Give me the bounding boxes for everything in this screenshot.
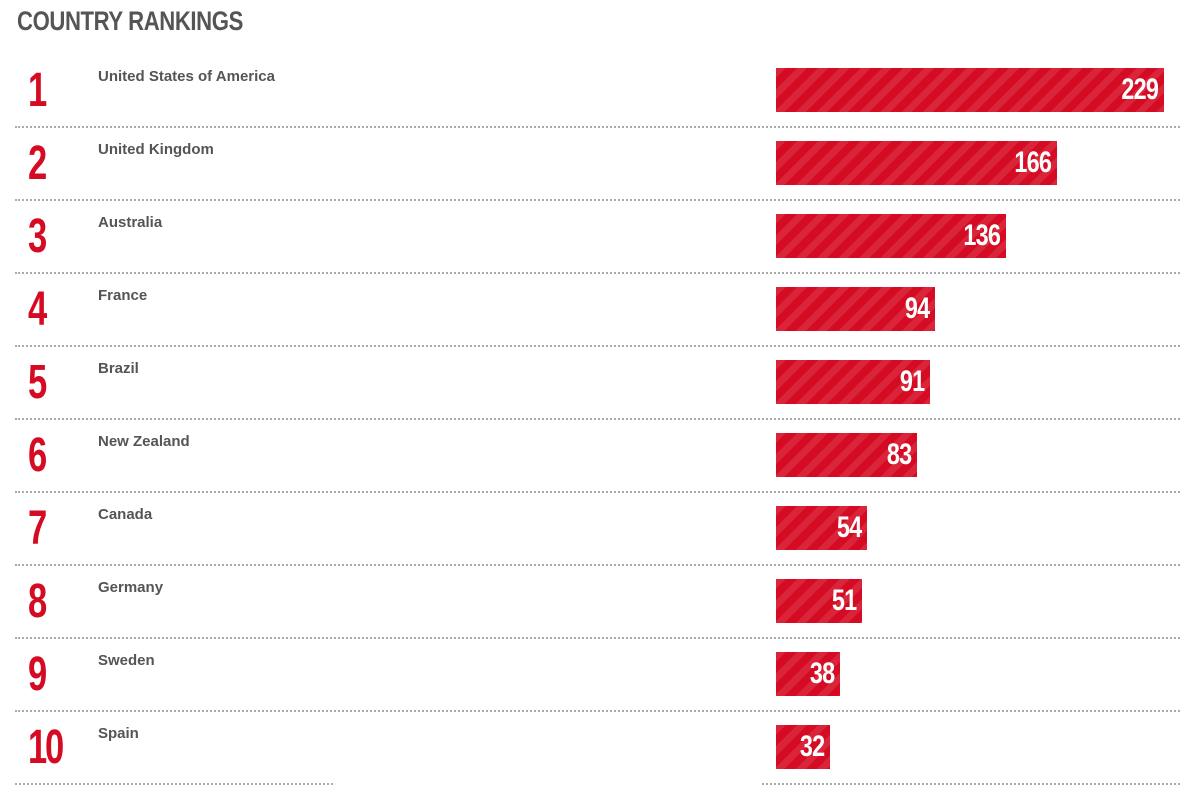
row-divider — [762, 783, 1180, 785]
row-divider — [15, 491, 1180, 493]
country-label: France — [98, 287, 148, 304]
ranking-row: 5 Brazil 91 — [0, 356, 1200, 433]
bar: 229 — [776, 68, 1164, 112]
bar: 54 — [776, 506, 867, 550]
ranking-row: 2 United Kingdom 166 — [0, 137, 1200, 214]
country-label: New Zealand — [98, 433, 190, 450]
row-divider — [15, 783, 333, 785]
ranking-row: 9 Sweden 38 — [0, 648, 1200, 725]
bar-value-label: 94 — [904, 292, 930, 325]
rank-number: 3 — [28, 210, 47, 263]
bar: 51 — [776, 579, 862, 623]
country-label: Canada — [98, 506, 153, 523]
rank-number: 2 — [28, 137, 47, 190]
bar: 32 — [776, 725, 830, 769]
bar-value-label: 166 — [1014, 146, 1051, 179]
row-divider — [15, 564, 1180, 566]
ranking-row: 7 Canada 54 — [0, 502, 1200, 579]
rank-number: 7 — [28, 502, 47, 555]
bar: 38 — [776, 652, 840, 696]
rank-number: 9 — [28, 648, 47, 701]
rank-number: 6 — [28, 429, 47, 482]
ranking-row: 10 Spain 32 — [0, 721, 1200, 798]
chart-title: COUNTRY RANKINGS — [17, 6, 243, 36]
bar: 166 — [776, 141, 1057, 185]
ranking-row: 4 France 94 — [0, 283, 1200, 360]
rank-number: 8 — [28, 575, 47, 628]
row-divider — [15, 126, 1180, 128]
bar-value-label: 54 — [836, 511, 862, 544]
row-divider — [15, 637, 1180, 639]
bar: 94 — [776, 287, 935, 331]
bar-value-label: 91 — [899, 365, 925, 398]
row-divider — [15, 345, 1180, 347]
bar: 136 — [776, 214, 1006, 258]
bar: 83 — [776, 433, 917, 477]
ranking-row: 3 Australia 136 — [0, 210, 1200, 287]
rank-number: 4 — [28, 283, 47, 336]
country-label: Spain — [98, 725, 139, 742]
row-divider — [15, 710, 1180, 712]
rank-number: 1 — [28, 64, 47, 117]
country-label: Germany — [98, 579, 164, 596]
ranking-row: 8 Germany 51 — [0, 575, 1200, 652]
bar-value-label: 38 — [809, 657, 835, 690]
row-divider — [15, 272, 1180, 274]
country-label: Australia — [98, 214, 163, 231]
rank-number: 10 — [28, 721, 64, 774]
ranking-row: 1 United States of America 229 — [0, 64, 1200, 141]
bar-value-label: 83 — [886, 438, 912, 471]
rank-number: 5 — [28, 356, 47, 409]
country-label: United States of America — [98, 68, 275, 85]
country-label: Sweden — [98, 652, 155, 669]
bar-value-label: 136 — [963, 219, 1000, 252]
country-label: Brazil — [98, 360, 139, 377]
row-divider — [15, 199, 1180, 201]
bar: 91 — [776, 360, 930, 404]
country-label: United Kingdom — [98, 141, 214, 158]
bar-value-label: 229 — [1121, 73, 1158, 106]
bar-value-label: 32 — [799, 730, 825, 763]
bar-value-label: 51 — [831, 584, 857, 617]
ranking-row: 6 New Zealand 83 — [0, 429, 1200, 506]
row-divider — [15, 418, 1180, 420]
